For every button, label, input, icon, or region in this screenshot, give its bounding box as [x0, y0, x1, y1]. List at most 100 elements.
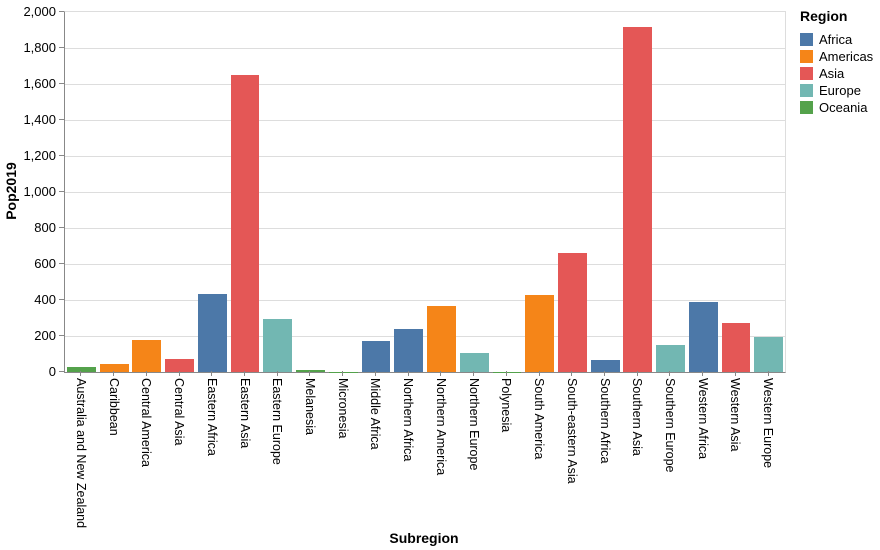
legend-swatch [800, 33, 813, 46]
x-axis-label: South America [532, 378, 547, 460]
x-axis-label: Caribbean [106, 378, 121, 436]
bar[interactable] [459, 352, 489, 372]
grid-line [65, 48, 785, 49]
x-axis-tick [244, 371, 245, 376]
bar-slot [654, 12, 687, 372]
y-tick-label: 600 [34, 255, 56, 271]
bar[interactable] [230, 74, 260, 372]
legend-swatch [800, 50, 813, 63]
x-axis-label: Middle Africa [368, 378, 383, 450]
y-axis-tick [59, 263, 64, 264]
legend-label: Asia [819, 66, 845, 81]
y-tick-label: 0 [48, 363, 56, 379]
bar-slot [720, 12, 753, 372]
x-axis-label: Australia and New Zealand [73, 378, 88, 529]
legend-swatch [800, 67, 813, 80]
y-axis-tick [59, 299, 64, 300]
y-axis-tick [59, 83, 64, 84]
legend-title: Region [800, 8, 848, 24]
bar[interactable] [263, 319, 293, 372]
x-axis-tick [276, 371, 278, 376]
bar[interactable] [525, 295, 555, 372]
y-tick-label: 1,800 [23, 39, 56, 55]
bar[interactable] [197, 293, 227, 372]
y-tick-label: 1,200 [23, 147, 56, 163]
bar[interactable] [590, 359, 620, 372]
y-axis-tick [59, 191, 64, 192]
x-axis-tick [604, 371, 605, 376]
bar[interactable] [66, 366, 96, 372]
x-axis-label: Southern Europe [662, 378, 677, 473]
bar[interactable] [656, 344, 685, 372]
x-axis-tick [342, 371, 344, 376]
bar[interactable] [296, 370, 325, 372]
x-axis-title: Subregion [389, 530, 459, 546]
grid-line [65, 228, 785, 229]
x-axis-label: Central Asia [172, 378, 187, 446]
bar[interactable] [132, 339, 162, 372]
bar[interactable] [361, 340, 391, 372]
grid-line [65, 156, 785, 157]
x-axis-label: Polynesia [499, 378, 514, 433]
bar-slot [621, 12, 654, 372]
x-axis-label: Northern Africa [401, 378, 416, 462]
bar[interactable] [557, 252, 587, 372]
x-axis-label: Eastern Europe [270, 378, 285, 465]
x-axis-tick [473, 371, 475, 376]
legend-label: Europe [819, 83, 861, 98]
bar[interactable] [623, 26, 653, 372]
bar-slot [425, 12, 458, 372]
x-axis-label: Western Europe [761, 378, 776, 469]
legend-label: Americas [819, 49, 874, 64]
bar-slot [196, 12, 229, 372]
bar[interactable] [99, 364, 129, 372]
legend-swatch [800, 101, 813, 114]
bar-slot [261, 12, 294, 372]
legend-label: Africa [819, 32, 853, 47]
x-axis-label: Eastern Asia [237, 378, 252, 449]
bar-slot [392, 12, 425, 372]
bar[interactable] [754, 336, 784, 372]
x-axis-tick [211, 371, 213, 376]
x-axis-label: Northern Europe [466, 378, 481, 471]
y-axis-tick [59, 227, 64, 228]
x-axis-tick [538, 371, 540, 376]
x-axis-tick [407, 371, 409, 376]
bar-slot [556, 12, 589, 372]
bar-slot [98, 12, 131, 372]
y-axis-tick [59, 119, 64, 120]
x-axis-label: Southern Africa [597, 378, 612, 464]
x-axis-tick [702, 371, 704, 376]
legend: Region Africa Americas Asia Europe Oceania [800, 8, 873, 116]
x-axis-label: Western Asia [728, 378, 743, 452]
bar[interactable] [721, 322, 751, 372]
legend-swatch [800, 84, 813, 97]
legend-items: Africa Americas Asia Europe Oceania [800, 31, 873, 116]
bar-slot [523, 12, 556, 372]
grid-line [65, 300, 785, 301]
y-axis-tick [59, 11, 64, 12]
x-axis-tick [505, 371, 507, 376]
y-tick-label: 1,600 [23, 75, 56, 91]
x-axis-tick [440, 371, 442, 376]
bar-slot [65, 12, 98, 372]
bar[interactable] [688, 301, 718, 372]
y-tick-label: 200 [34, 327, 56, 343]
bar[interactable] [165, 358, 194, 372]
bar-slot [294, 12, 327, 372]
x-axis-tick [734, 371, 736, 376]
grid-line [65, 336, 785, 337]
bar[interactable] [427, 305, 456, 372]
bar-slot [327, 12, 360, 372]
bar-slot [491, 12, 524, 372]
x-axis-label: Melanesia [302, 378, 317, 435]
x-axis-label: Central America [139, 378, 154, 467]
x-axis-tick [636, 371, 638, 376]
x-axis-tick [178, 371, 180, 376]
bar[interactable] [394, 328, 424, 372]
legend-item: Europe [800, 82, 873, 99]
y-axis-tick [59, 335, 64, 336]
y-tick-label: 1,000 [23, 183, 56, 199]
x-axis-tick [113, 371, 115, 376]
